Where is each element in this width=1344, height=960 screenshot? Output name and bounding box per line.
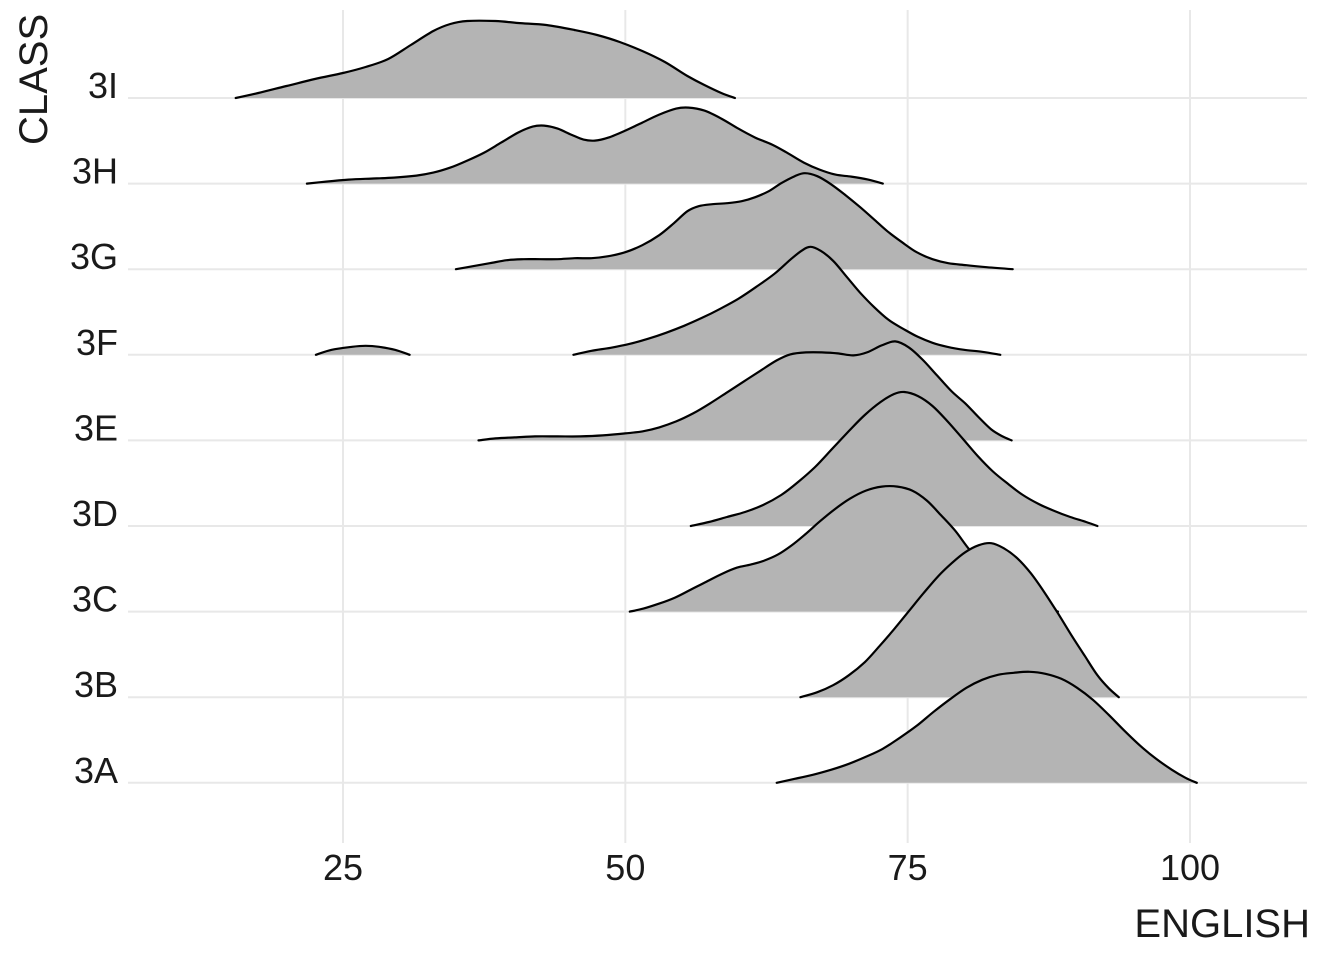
y-tick-label-3E: 3E: [74, 407, 118, 448]
ridge-outline-3B: [799, 541, 1120, 699]
x-tick-label-100: 100: [1160, 847, 1220, 888]
y-tick-label-3F: 3F: [76, 322, 118, 363]
ridge-3H: [305, 106, 884, 185]
ridge-outline-3G: [454, 172, 1014, 271]
ridge-outline-3F-2: [572, 245, 1002, 356]
ridge-fill-3D: [690, 391, 1098, 526]
ridge-3I: [234, 19, 736, 100]
ridge-3B: [799, 541, 1120, 699]
ridges-layer: [234, 19, 1198, 784]
ridge-outline-3E: [477, 340, 1013, 442]
x-tick-label-25: 25: [323, 847, 363, 888]
ridge-outline-3F-1: [314, 344, 411, 356]
ridge-3A: [775, 670, 1198, 784]
ridge-outline-3H: [305, 106, 884, 185]
x-axis-title: ENGLISH: [1134, 902, 1310, 946]
ridge-fill-3B: [800, 543, 1119, 698]
ridge-fill-3G: [455, 173, 1013, 270]
x-tick-label-75: 75: [888, 847, 928, 888]
y-tick-label-3G: 3G: [70, 236, 118, 277]
ridge-outline-3D: [689, 390, 1099, 528]
y-axis-title: CLASS: [12, 14, 56, 145]
ridge-outline-3I: [234, 19, 736, 100]
y-tick-label-3D: 3D: [72, 493, 118, 534]
y-tick-label-3C: 3C: [72, 579, 118, 620]
x-tick-label-50: 50: [605, 847, 645, 888]
y-tick-label-3A: 3A: [74, 750, 118, 791]
ridge-3F: [314, 245, 1002, 356]
ridge-3D: [689, 390, 1099, 528]
y-tick-label-3H: 3H: [72, 151, 118, 192]
ridge-fill-3I: [235, 20, 735, 98]
ridge-3G: [454, 172, 1014, 271]
axis-labels-layer: CLASS ENGLISH 25 50 75 100 3I 3H 3G 3F 3E 3D 3C 3B 3…: [12, 14, 1310, 946]
y-tick-label-3B: 3B: [74, 664, 118, 705]
ridge-fill-3H: [306, 107, 883, 184]
y-tick-label-3I: 3I: [88, 65, 118, 106]
ridge-outline-3A: [775, 670, 1198, 784]
